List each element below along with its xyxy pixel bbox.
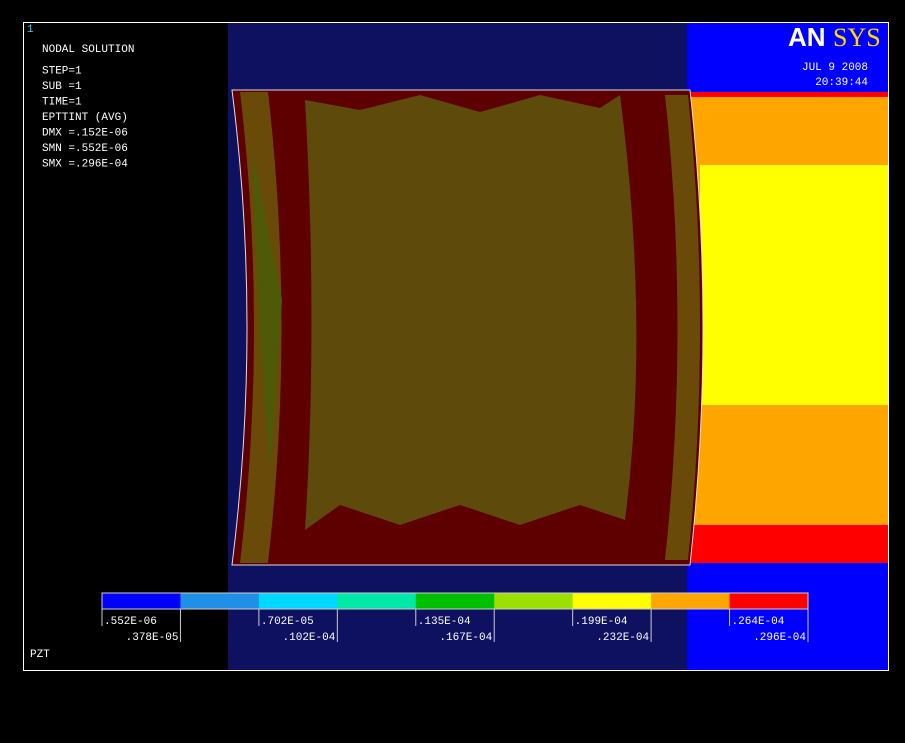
info-line: TIME=1 xyxy=(42,97,82,109)
info-line: SMN =.552E-06 xyxy=(42,143,128,155)
legend-swatch xyxy=(337,593,416,609)
legend-label: .167E-04 xyxy=(439,632,492,644)
legend-label: .378E-05 xyxy=(126,632,179,644)
info-line: NODAL SOLUTION xyxy=(42,44,134,56)
band-red-bottom xyxy=(690,525,888,563)
olive-zone xyxy=(305,95,636,530)
info-line: DMX =.152E-06 xyxy=(42,128,128,140)
legend-swatch xyxy=(494,593,573,609)
info-line: STEP=1 xyxy=(42,66,82,78)
time: 20:39:44 xyxy=(815,77,868,89)
band-yellow xyxy=(700,165,888,405)
ansys-screen: 1 NODAL SOLUTION STEP=1 SUB =1 TIME=1 EPTTIN… xyxy=(0,0,905,743)
window-number: 1 xyxy=(27,24,34,36)
info-line: SUB =1 xyxy=(42,81,82,93)
band-red-top xyxy=(690,92,888,97)
legend-swatch xyxy=(416,593,495,609)
info-line: EPTTINT (AVG) xyxy=(42,112,128,124)
legend-swatch xyxy=(102,593,181,609)
date: JUL 9 2008 xyxy=(802,62,868,74)
legend-swatch xyxy=(730,593,809,609)
model-name: PZT xyxy=(30,649,50,661)
logo-an: AN xyxy=(788,22,826,52)
legend-swatch xyxy=(180,593,259,609)
legend-label: .296E-04 xyxy=(753,632,806,644)
legend-label: .199E-04 xyxy=(575,616,628,628)
legend-label: .552E-06 xyxy=(104,616,157,628)
legend-swatch xyxy=(259,593,338,609)
legend-label: .264E-04 xyxy=(732,616,785,628)
legend-label: .232E-04 xyxy=(596,632,649,644)
legend-swatch xyxy=(651,593,730,609)
legend-label: .702E-05 xyxy=(261,616,314,628)
logo-sys: SYS xyxy=(833,23,881,52)
legend-swatch xyxy=(573,593,652,609)
legend-label: .135E-04 xyxy=(418,616,471,628)
info-line: SMX =.296E-04 xyxy=(42,159,128,171)
legend-label: .102E-04 xyxy=(283,632,336,644)
